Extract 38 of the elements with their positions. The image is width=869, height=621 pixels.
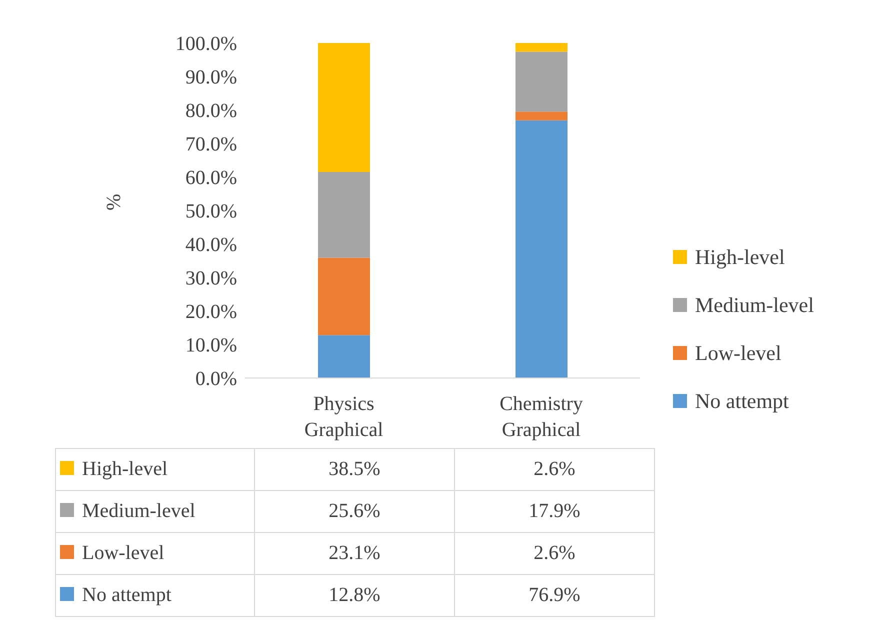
bar <box>318 43 370 172</box>
y-tick-label: 80.0% <box>185 100 237 122</box>
y-tick-label: 30.0% <box>185 268 237 290</box>
bar <box>318 335 370 378</box>
data-label: 38.5% <box>254 448 454 490</box>
y-tick-label: 100.0% <box>175 33 237 56</box>
y-tick-label: 50.0% <box>185 200 237 223</box>
data-label: 2.6% <box>454 448 654 490</box>
bar <box>516 120 568 378</box>
y-tick-label: 20.0% <box>185 301 237 324</box>
data-label: 23.1% <box>254 532 454 574</box>
text: No attempt <box>82 584 172 606</box>
y-tick-label: 40.0% <box>185 234 237 256</box>
text: Medium-level <box>82 500 196 522</box>
bar <box>516 43 568 52</box>
legend-label: Medium-level <box>695 292 814 318</box>
data-label: 25.6% <box>254 490 454 532</box>
legend-label: High-level <box>695 244 785 270</box>
legend-label: Low-level <box>695 340 782 366</box>
x-tick-label: Chemistry Graphical <box>500 393 583 441</box>
data-label: 17.9% <box>454 490 654 532</box>
legend-label: No attempt <box>695 388 789 414</box>
text: Low-level <box>82 542 164 564</box>
text: High-level <box>82 458 168 480</box>
bar <box>318 172 370 258</box>
data-label: 2.6% <box>454 532 654 574</box>
bar <box>318 258 370 336</box>
y-axis-title: % <box>103 194 126 210</box>
bar <box>516 52 568 112</box>
x-tick-label: Physics Graphical <box>304 393 384 441</box>
data-label: 76.9% <box>454 574 654 616</box>
y-tick-label: 10.0% <box>185 334 237 357</box>
y-tick-label: 60.0% <box>185 167 237 190</box>
data-label: 12.8% <box>254 574 454 616</box>
y-tick-label: 0.0% <box>195 368 237 390</box>
y-tick-label: 70.0% <box>185 134 237 156</box>
y-tick-label: 90.0% <box>185 66 237 89</box>
bar <box>516 112 568 120</box>
